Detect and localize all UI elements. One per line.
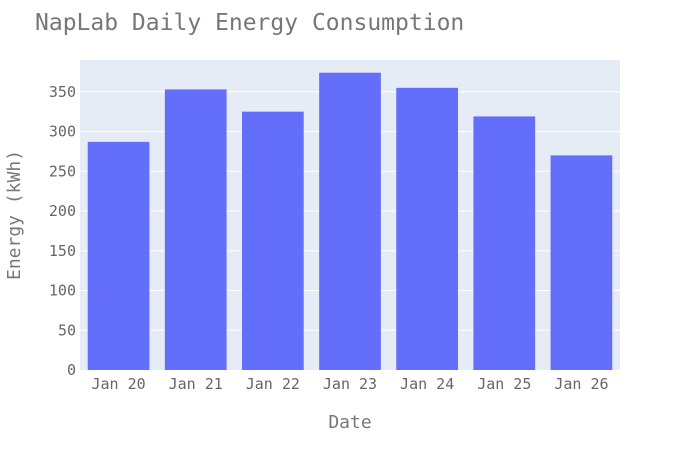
bar-jan-22[interactable]: [242, 111, 304, 371]
bar-jan-24[interactable]: [396, 87, 458, 371]
y-tick-label: 150: [49, 242, 76, 260]
x-axis-title: Date: [328, 412, 371, 433]
bar-jan-20[interactable]: [87, 141, 150, 370]
chart-title: NapLab Daily Energy Consumption: [35, 10, 464, 36]
x-tick-label: Jan 21: [169, 375, 223, 393]
x-tick-label: Jan 25: [477, 375, 531, 393]
bar-jan-23[interactable]: [319, 72, 381, 370]
x-tick-label: Jan 24: [400, 375, 454, 393]
x-tick-label: Jan 22: [246, 375, 300, 393]
bars: [87, 72, 613, 371]
x-tick-label: Jan 23: [323, 375, 377, 393]
y-tick-label: 350: [49, 83, 76, 101]
y-tick-label: 100: [49, 282, 76, 300]
y-axis-title: Energy (kWh): [4, 150, 25, 280]
y-tick-label: 300: [49, 123, 76, 141]
bar-jan-25[interactable]: [473, 116, 536, 370]
y-axis-ticks: 0 50 100 150 200 250 300 350: [49, 83, 76, 379]
y-tick-label: 250: [49, 162, 76, 180]
y-tick-label: 200: [49, 202, 76, 220]
x-tick-label: Jan 20: [91, 375, 145, 393]
bar-jan-21[interactable]: [164, 89, 227, 371]
x-axis-ticks: Jan 20 Jan 21 Jan 22 Jan 23 Jan 24 Jan 25 Jan …: [91, 375, 608, 393]
x-tick-label: Jan 26: [554, 375, 608, 393]
bar-jan-26[interactable]: [550, 155, 613, 370]
y-tick-label: 50: [58, 321, 76, 339]
y-tick-label: 0: [67, 361, 76, 379]
